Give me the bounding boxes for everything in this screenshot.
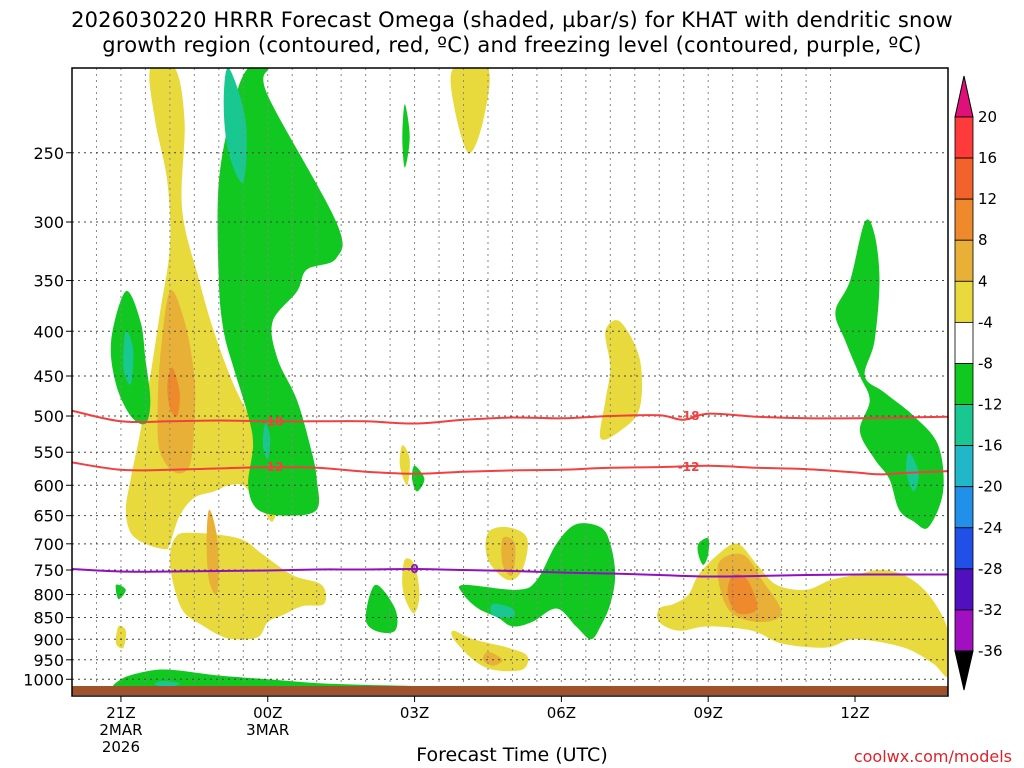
contour-label-0: -18 xyxy=(262,414,284,428)
omega-region-17-level--8 xyxy=(217,68,343,516)
y-tick-label-750: 750 xyxy=(33,561,64,580)
contour--18-0 xyxy=(72,409,948,425)
x-tick-sublabel-date-0: 2MAR xyxy=(99,721,142,739)
colorbar-label-7: -12 xyxy=(978,396,1003,414)
colorbar-label-6: -8 xyxy=(978,354,993,372)
y-tick-label-1000: 1000 xyxy=(23,670,64,689)
colorbar-label-9: -20 xyxy=(978,478,1003,496)
omega-region-12-level-4 xyxy=(451,630,529,672)
colorbar-bottom-arrow xyxy=(954,650,974,691)
y-tick-label-550: 550 xyxy=(33,443,64,462)
colorbar-segment-4 xyxy=(954,280,974,323)
colorbar-label-4: 4 xyxy=(978,272,988,290)
colorbar-segment-1 xyxy=(954,157,974,200)
contour-label-3: -12 xyxy=(678,460,700,474)
contour-label-4: 0 xyxy=(410,562,418,576)
omega-region-21-level--12 xyxy=(123,330,134,385)
colorbar-segment-0 xyxy=(954,116,974,159)
y-tick-label-500: 500 xyxy=(33,407,64,426)
colorbar-top-arrow xyxy=(954,75,974,118)
x-tick-label-1: 00Z xyxy=(253,704,282,722)
x-axis-label: Forecast Time (UTC) xyxy=(416,744,608,766)
colorbar-label-8: -16 xyxy=(978,437,1003,455)
omega-region-31-level--8 xyxy=(112,669,464,692)
omega-region-6-level-4 xyxy=(450,68,490,153)
y-tick-label-650: 650 xyxy=(33,507,64,526)
omega-region-16-level-12 xyxy=(727,573,758,615)
omega-region-19-level--12 xyxy=(262,423,271,460)
colorbar-label-2: 12 xyxy=(978,190,997,208)
x-tick-label-3: 06Z xyxy=(547,704,576,722)
omega-region-18-level--12 xyxy=(223,68,247,183)
y-tick-label-950: 950 xyxy=(33,651,64,670)
colorbar-label-10: -24 xyxy=(978,519,1003,537)
omega-region-25-level--8 xyxy=(365,584,398,633)
x-tick-sublabel-year-0: 2026 xyxy=(102,738,140,756)
colorbar-label-0: 20 xyxy=(978,108,997,126)
y-tick-label-700: 700 xyxy=(33,535,64,554)
colorbar-label-5: -4 xyxy=(978,313,993,331)
colorbar-segment-5 xyxy=(954,321,974,364)
chart-title-line-2: growth region (contoured, red, ºC) and f… xyxy=(102,33,922,57)
omega-region-29-level--8 xyxy=(835,219,944,529)
omega-region-32-level--12 xyxy=(154,681,180,687)
omega-region-27-level--12 xyxy=(490,603,515,619)
colorbar-segment-12 xyxy=(954,609,974,652)
omega-region-10-level-8 xyxy=(501,536,516,576)
colorbar-label-1: 16 xyxy=(978,149,997,167)
omega-region-22-level--8 xyxy=(402,104,410,168)
contour-label-2: -18 xyxy=(678,409,700,423)
contour-label-1: -12 xyxy=(262,460,284,474)
plot-frame xyxy=(71,67,949,697)
ground-surface xyxy=(72,686,948,695)
colorbar-label-13: -36 xyxy=(978,642,1003,660)
chart-title-line-1: 2026030220 HRRR Forecast Omega (shaded, … xyxy=(71,8,953,32)
x-tick-label-0: 21Z xyxy=(106,704,135,722)
colorbar-segment-2 xyxy=(954,198,974,241)
contour-0-2 xyxy=(72,567,948,578)
y-tick-label-300: 300 xyxy=(33,213,64,232)
colorbar-label-12: -32 xyxy=(978,601,1003,619)
omega-region-7-level-4 xyxy=(399,445,410,486)
contour--12-1 xyxy=(72,461,948,476)
y-tick-label-450: 450 xyxy=(33,367,64,386)
y-tick-label-800: 800 xyxy=(33,586,64,605)
colorbar-segment-3 xyxy=(954,239,974,282)
colorbar-segment-10 xyxy=(954,527,974,570)
omega-region-5-level-4 xyxy=(115,625,127,649)
x-tick-label-4: 09Z xyxy=(694,704,723,722)
chart-title: 2026030220 HRRR Forecast Omega (shaded, … xyxy=(0,8,1024,58)
y-tick-label-350: 350 xyxy=(33,272,64,291)
x-tick-label-5: 12Z xyxy=(840,704,869,722)
colorbar-segment-7 xyxy=(954,404,974,447)
y-tick-label-400: 400 xyxy=(33,322,64,341)
y-tick-label-600: 600 xyxy=(33,476,64,495)
colorbar-label-11: -28 xyxy=(978,560,1003,578)
colorbar-segment-11 xyxy=(954,568,974,611)
colorbar-segment-9 xyxy=(954,486,974,529)
omega-region-3-level-12 xyxy=(167,367,180,417)
x-tick-sublabel-date-1: 3MAR xyxy=(246,721,289,739)
colorbar-segment-6 xyxy=(954,363,974,405)
x-tick-label-2: 03Z xyxy=(400,704,429,722)
y-tick-label-900: 900 xyxy=(33,630,64,649)
omega-region-8-level-4 xyxy=(402,558,420,614)
colorbar-segment-8 xyxy=(954,445,974,488)
colorbar-label-3: 8 xyxy=(978,231,988,249)
omega-region-28-level--8 xyxy=(697,537,710,565)
y-tick-label-250: 250 xyxy=(33,144,64,163)
site-credit[interactable]: coolwx.com/models xyxy=(853,747,1012,766)
omega-region-4-level-8 xyxy=(206,509,219,595)
y-tick-label-850: 850 xyxy=(33,609,64,628)
